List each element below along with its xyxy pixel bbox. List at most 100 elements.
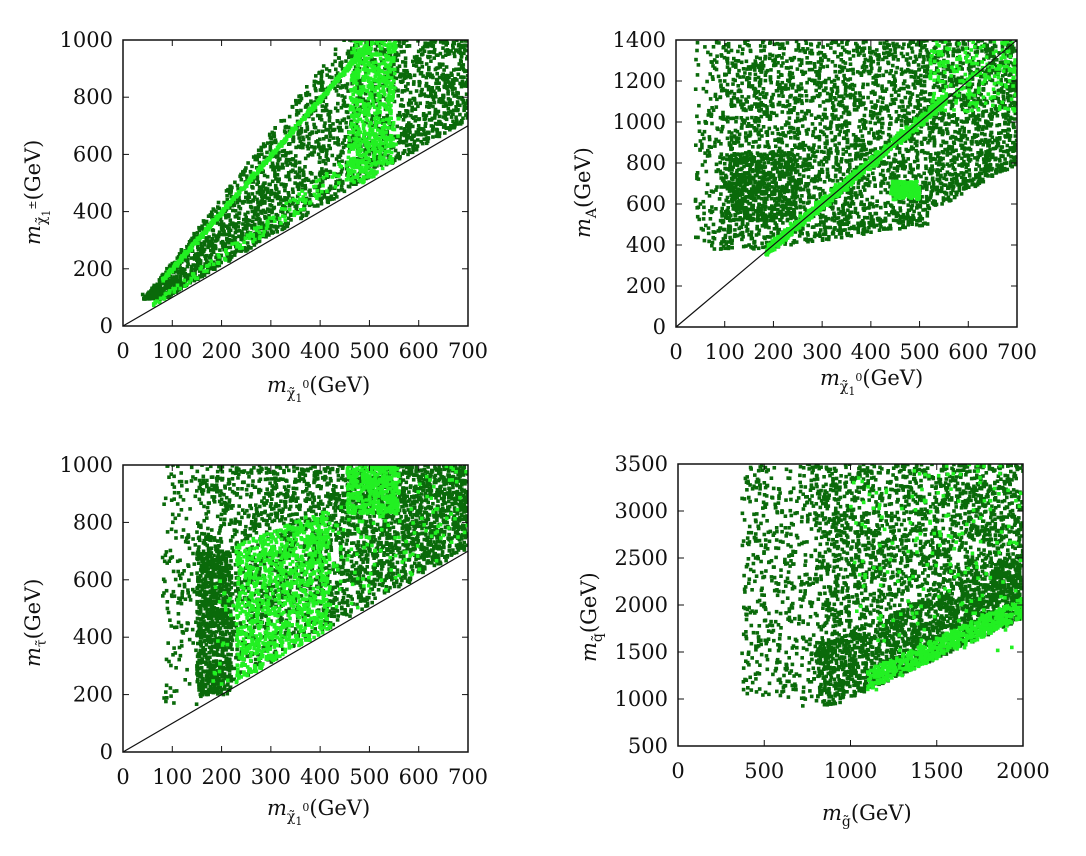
scatter-point — [216, 200, 221, 205]
scatter-point — [370, 162, 375, 166]
scatter-point — [274, 140, 278, 145]
scatter-point — [380, 135, 384, 139]
scatter-point — [411, 82, 416, 86]
scatter-point — [422, 44, 427, 49]
scatter-point — [273, 174, 277, 178]
scatter-point — [396, 134, 400, 138]
scatter-point — [925, 70, 929, 74]
scatter-point — [464, 113, 468, 117]
scatter-point — [364, 111, 369, 115]
scatter-point — [446, 92, 450, 96]
scatter-point — [744, 131, 748, 135]
scatter-point — [310, 107, 315, 111]
scatter-point — [297, 192, 301, 196]
scatter-point — [926, 140, 930, 145]
scatter-point — [280, 149, 285, 153]
scatter-point — [340, 159, 344, 163]
scatter-point — [219, 209, 224, 214]
scatter-point — [889, 116, 893, 120]
scatter-point — [465, 56, 468, 61]
scatter-point — [353, 48, 357, 53]
scatter-point — [265, 231, 270, 235]
scatter-point — [346, 51, 350, 56]
scatter-point — [378, 93, 383, 98]
scatter-point — [436, 122, 440, 126]
scatter-point — [202, 269, 206, 274]
scatter-point — [320, 180, 325, 184]
scatter-point — [314, 96, 319, 100]
scatter-point — [418, 101, 422, 106]
scatter-point — [305, 111, 310, 116]
scatter-point — [756, 75, 761, 80]
scatter-point — [430, 129, 435, 133]
scatter-point — [253, 231, 258, 236]
scatter-point — [303, 192, 307, 196]
scatter-point — [794, 40, 799, 44]
scatter-point — [403, 64, 408, 68]
scatter-point — [348, 62, 353, 66]
scatter-point — [285, 209, 290, 214]
scatter-point — [400, 97, 404, 102]
scatter-point — [189, 238, 193, 243]
scatter-point — [315, 102, 320, 106]
scatter-point — [222, 200, 226, 205]
scatter-point — [777, 102, 781, 107]
scatter-point — [367, 142, 371, 147]
scatter-point — [178, 277, 182, 282]
scatter-point — [293, 175, 298, 180]
scatter-point — [286, 159, 291, 163]
scatter-point — [285, 224, 290, 229]
scatter-point — [192, 278, 196, 283]
scatter-point — [294, 145, 298, 150]
scatter-point — [227, 226, 231, 230]
scatter-point — [324, 134, 329, 139]
scatter-point — [150, 294, 155, 298]
scatter-point — [776, 203, 781, 207]
scatter-point — [233, 235, 238, 240]
scatter-point — [946, 54, 951, 58]
scatter-point — [174, 275, 179, 280]
scatter-point — [809, 48, 814, 53]
scatter-point — [358, 47, 362, 51]
scatter-point — [702, 136, 706, 141]
scatter-point — [350, 81, 354, 86]
scatter-point — [389, 85, 394, 90]
scatter-point — [325, 189, 329, 193]
scatter-point — [307, 132, 312, 137]
scatter-point — [369, 68, 373, 73]
scatter-point — [245, 230, 250, 234]
scatter-point — [331, 122, 335, 126]
scatter-point — [303, 186, 308, 191]
scatter-point — [248, 231, 253, 236]
scatter-point — [418, 126, 422, 131]
scatter-point — [241, 222, 245, 226]
scatter-point — [333, 106, 338, 111]
scatter-point — [182, 253, 186, 257]
scatter-point — [324, 168, 328, 172]
scatter-point — [237, 216, 241, 220]
points-light-p1 — [151, 40, 401, 308]
scatter-point — [321, 80, 325, 85]
scatter-point — [284, 137, 289, 141]
scatter-point — [913, 130, 917, 135]
scatter-point — [255, 157, 259, 162]
scatter-point — [443, 131, 447, 135]
scatter-point — [815, 233, 820, 237]
scatter-point — [233, 180, 237, 185]
scatter-point — [806, 167, 811, 171]
scatter-point — [862, 223, 866, 227]
scatter-point — [275, 192, 279, 196]
scatter-point — [440, 73, 444, 78]
scatter-point — [356, 143, 360, 147]
scatter-point — [298, 98, 303, 103]
scatter-point — [913, 54, 918, 59]
scatter-point — [336, 181, 341, 185]
scatter-point — [354, 69, 358, 74]
scatter-point — [381, 160, 386, 164]
scatter-point — [238, 206, 243, 211]
scatter-point — [395, 66, 400, 70]
scatter-point — [424, 141, 429, 146]
scatter-point — [187, 243, 191, 247]
scatter-point — [441, 46, 445, 50]
scatter-point — [382, 122, 387, 127]
